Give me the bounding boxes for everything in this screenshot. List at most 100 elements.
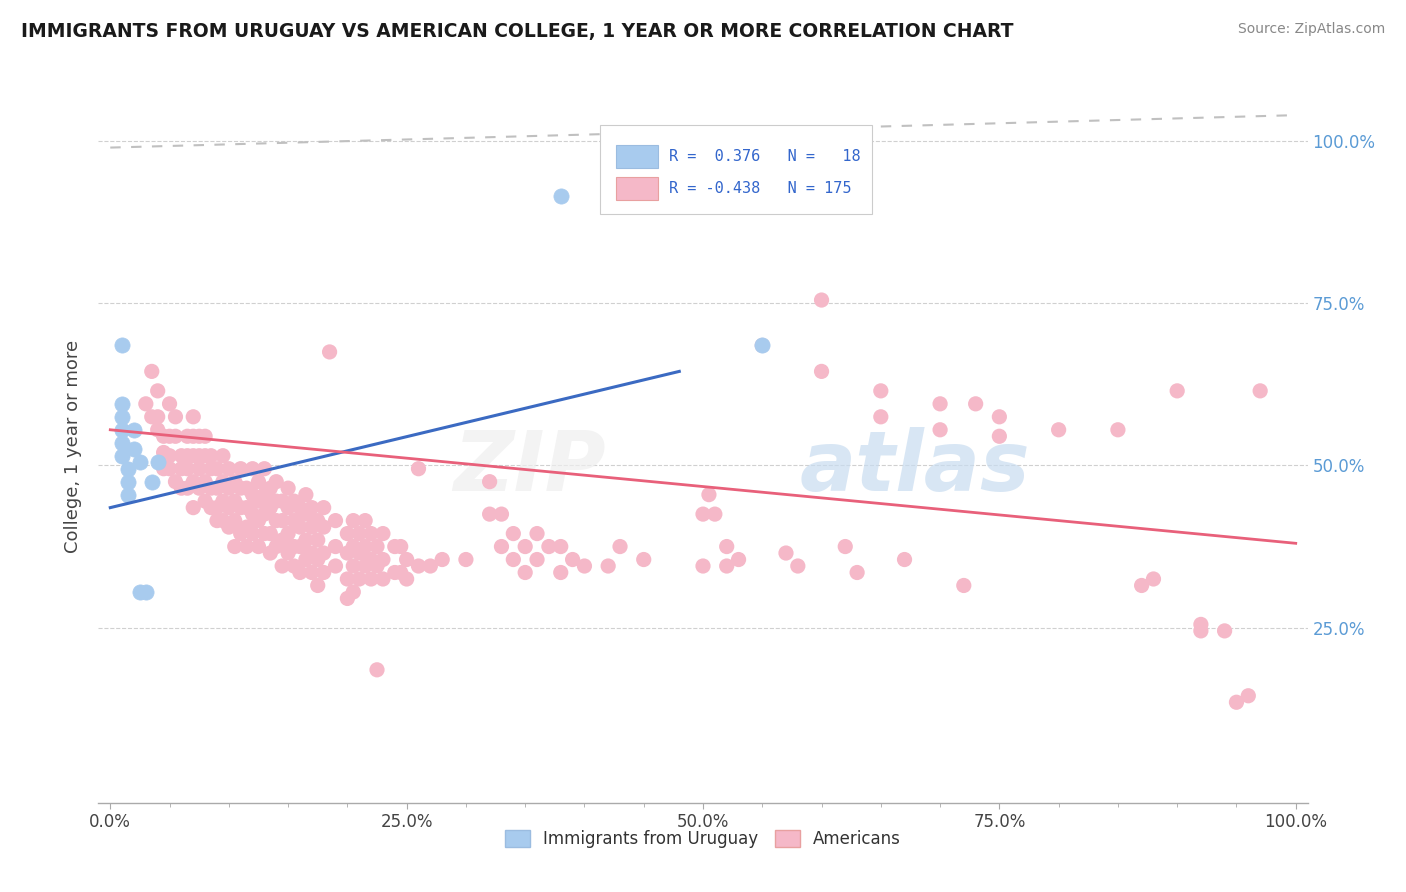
Point	[834, 540, 856, 554]
Point	[751, 338, 773, 352]
Point	[751, 338, 773, 352]
Point	[229, 461, 252, 475]
Point	[295, 488, 318, 502]
Point	[354, 540, 377, 554]
Point	[371, 526, 394, 541]
Point	[212, 475, 235, 489]
Point	[325, 540, 347, 554]
Point	[952, 578, 974, 592]
Point	[312, 566, 335, 580]
Point	[205, 461, 228, 475]
Point	[716, 540, 738, 554]
Point	[703, 507, 725, 521]
Point	[929, 423, 952, 437]
Point	[283, 514, 305, 528]
Point	[384, 540, 406, 554]
Point	[188, 429, 211, 443]
Point	[1189, 617, 1212, 632]
Point	[1047, 423, 1070, 437]
Point	[432, 552, 454, 566]
Point	[810, 293, 832, 307]
Point	[408, 461, 430, 475]
Point	[259, 526, 281, 541]
Point	[141, 475, 163, 489]
Point	[561, 552, 583, 566]
Point	[342, 585, 364, 599]
Point	[229, 500, 252, 515]
Point	[181, 429, 204, 443]
Point	[342, 540, 364, 554]
Point	[117, 488, 139, 502]
Point	[1166, 384, 1188, 398]
Point	[395, 572, 418, 586]
Point	[371, 572, 394, 586]
Point	[205, 481, 228, 495]
Point	[122, 423, 145, 437]
Point	[598, 559, 620, 574]
Point	[1225, 695, 1247, 709]
Point	[697, 488, 720, 502]
Point	[141, 409, 163, 424]
Point	[360, 552, 382, 566]
Point	[366, 663, 388, 677]
Point	[384, 566, 406, 580]
Point	[229, 481, 252, 495]
Point	[146, 384, 169, 398]
Point	[129, 585, 152, 599]
Point	[170, 481, 193, 495]
Point	[117, 461, 139, 475]
Point	[502, 552, 524, 566]
Point	[1237, 689, 1260, 703]
Point	[271, 494, 294, 508]
Point	[336, 546, 359, 560]
Point	[271, 533, 294, 547]
Point	[181, 475, 204, 489]
Point	[253, 507, 276, 521]
Point	[574, 559, 596, 574]
FancyBboxPatch shape	[616, 177, 658, 200]
Point	[336, 526, 359, 541]
Point	[205, 500, 228, 515]
Point	[347, 572, 370, 586]
Point	[224, 475, 246, 489]
Point	[515, 566, 537, 580]
Point	[194, 475, 217, 489]
Point	[502, 526, 524, 541]
Point	[692, 559, 714, 574]
Point	[283, 494, 305, 508]
Point	[259, 481, 281, 495]
Point	[371, 552, 394, 566]
Point	[716, 559, 738, 574]
Point	[537, 540, 560, 554]
Point	[235, 500, 257, 515]
Point	[893, 552, 915, 566]
Point	[478, 475, 501, 489]
Point	[111, 397, 134, 411]
Point	[135, 585, 157, 599]
Point	[181, 500, 204, 515]
Point	[325, 559, 347, 574]
Point	[389, 540, 412, 554]
Point	[277, 500, 299, 515]
Point	[1142, 572, 1164, 586]
Point	[526, 552, 548, 566]
Legend: Immigrants from Uruguay, Americans: Immigrants from Uruguay, Americans	[498, 823, 908, 855]
Point	[176, 429, 198, 443]
Point	[253, 488, 276, 502]
Point	[170, 461, 193, 475]
Point	[188, 481, 211, 495]
Point	[200, 461, 222, 475]
Point	[165, 429, 187, 443]
Point	[295, 533, 318, 547]
Point	[165, 409, 187, 424]
Point	[360, 526, 382, 541]
Point	[212, 494, 235, 508]
Point	[111, 435, 134, 450]
Point	[478, 507, 501, 521]
Point	[176, 481, 198, 495]
Point	[259, 546, 281, 560]
Point	[988, 429, 1011, 443]
Point	[111, 423, 134, 437]
Point	[242, 507, 264, 521]
Point	[264, 475, 287, 489]
